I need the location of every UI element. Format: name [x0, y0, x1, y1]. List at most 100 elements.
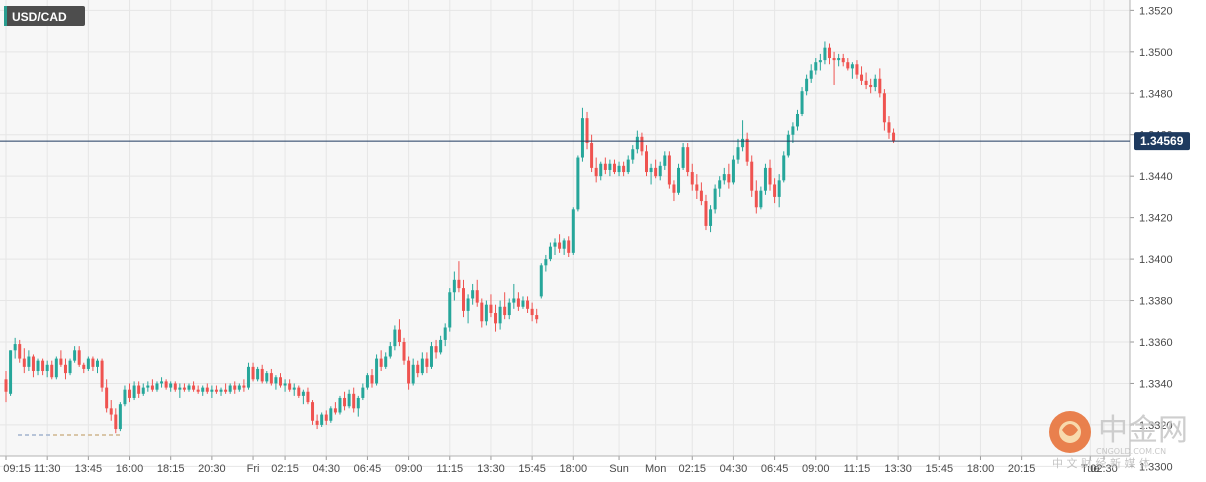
candle	[233, 381, 237, 394]
candle-body	[484, 304, 488, 322]
candle-body	[791, 126, 795, 135]
candle	[603, 157, 607, 175]
candle-body	[736, 147, 740, 160]
candle-body	[82, 364, 86, 369]
candle-body	[22, 358, 26, 367]
candle-body	[699, 190, 703, 202]
candle	[741, 120, 745, 152]
candle-body	[731, 159, 735, 183]
candle	[777, 174, 781, 208]
candle	[416, 360, 420, 378]
candle-body	[512, 298, 516, 303]
candle	[841, 53, 845, 67]
candle-body	[567, 240, 571, 253]
candle-body	[365, 375, 369, 388]
candle	[745, 132, 749, 166]
candle	[329, 406, 333, 423]
candle-body	[429, 346, 433, 367]
candle	[63, 358, 67, 380]
candle-body	[722, 174, 726, 181]
candle	[228, 383, 232, 394]
candle	[882, 89, 886, 131]
candle-body	[562, 240, 566, 249]
candle	[823, 41, 827, 65]
candle	[795, 109, 799, 131]
candle-body	[786, 134, 790, 156]
candle-body	[475, 290, 479, 303]
candle	[480, 298, 484, 328]
x-tick-label: 02:15	[271, 463, 299, 475]
candle-body	[667, 155, 671, 185]
candle-body	[480, 302, 484, 322]
candle-body	[507, 302, 511, 316]
candle-body	[297, 387, 301, 396]
candle	[68, 358, 72, 376]
candle-body	[535, 315, 539, 320]
last-price-tag	[1134, 132, 1190, 151]
candle-body	[375, 358, 379, 384]
candle-body	[590, 143, 594, 168]
candle-body	[846, 62, 850, 69]
candle-body	[315, 420, 319, 425]
candle-body	[763, 167, 767, 191]
candle	[731, 155, 735, 185]
candle-body	[256, 368, 260, 380]
candle-body	[214, 389, 218, 392]
candle	[301, 389, 305, 405]
candle-body	[128, 389, 132, 398]
candle-body	[324, 414, 328, 421]
symbol-tag[interactable]: USD/CAD	[4, 6, 85, 26]
candle	[155, 381, 159, 392]
candle-body	[68, 360, 72, 374]
candle-body	[311, 402, 315, 421]
candle-body	[654, 167, 658, 177]
candle	[109, 400, 113, 421]
candle-body	[132, 385, 136, 398]
y-tick-label: 1.3320	[1139, 420, 1173, 432]
candle-body	[860, 74, 864, 81]
candle	[828, 43, 831, 65]
candle	[397, 319, 401, 347]
candle-body	[869, 84, 873, 88]
candle	[773, 178, 777, 204]
candle	[173, 381, 177, 392]
candle	[41, 358, 45, 376]
candle	[288, 379, 292, 392]
candle	[535, 308, 539, 324]
candle-body	[182, 387, 186, 390]
x-tick-label: Sun	[609, 463, 629, 475]
candle-body	[882, 93, 886, 123]
candle	[782, 151, 786, 183]
candle	[370, 368, 374, 388]
x-tick-label: 02:15	[678, 463, 706, 475]
candle-body	[114, 414, 118, 430]
y-tick-label: 1.3400	[1139, 254, 1173, 266]
candle	[567, 236, 571, 258]
candle-body	[260, 368, 264, 382]
candle-body	[9, 350, 13, 394]
candle	[128, 383, 132, 403]
candle	[361, 383, 365, 401]
candle-body	[782, 155, 786, 181]
candle	[475, 279, 479, 307]
candle	[137, 381, 141, 398]
x-tick-label: 16:00	[116, 463, 144, 475]
candle	[434, 339, 438, 359]
candle	[320, 412, 324, 427]
candle	[645, 145, 648, 177]
candle-body	[416, 364, 420, 374]
candle	[548, 242, 552, 262]
candle	[763, 163, 767, 195]
candle	[498, 300, 502, 330]
candle	[429, 342, 433, 369]
candle	[791, 122, 795, 144]
candle	[59, 350, 63, 367]
candle	[713, 184, 717, 214]
candle	[878, 68, 882, 98]
candle	[18, 339, 22, 363]
candle	[246, 362, 250, 390]
candle-body	[59, 358, 63, 365]
candle	[379, 350, 383, 372]
candle-body	[105, 387, 109, 409]
y-tick-label: 1.3300	[1139, 461, 1173, 473]
